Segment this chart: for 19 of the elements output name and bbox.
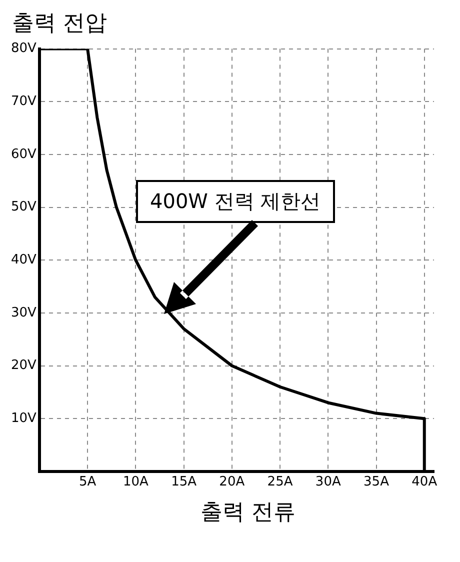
y-tick-label: 70V — [11, 94, 37, 109]
y-tick-label: 80V — [11, 41, 37, 56]
x-tick-label: 10A — [122, 474, 148, 490]
x-tick-label: 25A — [267, 474, 293, 490]
y-tick-label: 20V — [11, 358, 37, 374]
y-tick-label: 60V — [11, 146, 37, 162]
x-tick-label: 5A — [78, 474, 96, 490]
x-tick-label: 15A — [171, 474, 197, 490]
x-axis-title: 출력 전류 — [200, 499, 296, 527]
annotation: 400W 전력 제한선 — [136, 180, 335, 223]
y-tick-label: 30V — [11, 305, 37, 320]
x-tick-label: 40A — [412, 474, 438, 490]
y-axis-title: 출력 전압 — [12, 10, 108, 38]
y-tick-label: 50V — [11, 200, 37, 215]
x-tick-label: 35A — [364, 474, 390, 490]
x-tick-label: 20A — [219, 474, 245, 490]
y-tick-label: 10V — [11, 410, 37, 426]
x-tick-label: 30A — [315, 474, 341, 490]
y-tick-label: 40V — [11, 252, 37, 268]
